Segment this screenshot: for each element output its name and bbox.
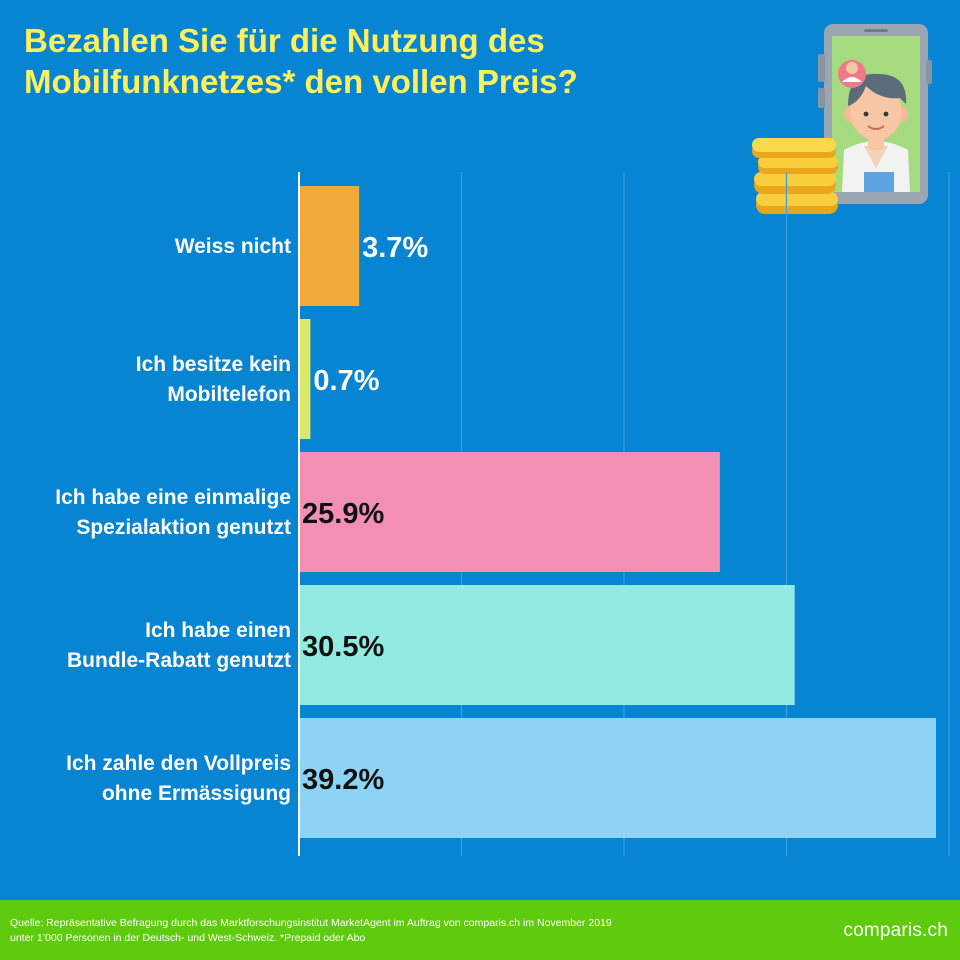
category-label-4-line-1: Ich habe einen [145,619,291,642]
category-label-2-line-2: Mobiltelefon [167,383,291,406]
source-line-1: Quelle: Repräsentative Befragung durch d… [10,917,612,929]
value-label-5: 39.2% [302,764,384,796]
bar-3 [299,452,720,572]
brand-logo[interactable]: comparis.ch [843,920,948,941]
source-line-2: unter 1’000 Personen in der Deutsch- und… [10,932,366,944]
bar-5 [299,718,936,838]
bar-4 [299,585,795,705]
value-label-4: 30.5% [302,631,384,663]
chart-title-line-1: Bezahlen Sie für die Nutzung des [24,22,545,59]
value-label-3: 25.9% [302,498,384,530]
chart-title: Bezahlen Sie für die Nutzung des Mobilfu… [24,20,784,102]
category-label-4-line-2: Bundle-Rabatt genutzt [67,649,291,672]
value-label-2: 0.7% [313,365,379,397]
footer: Quelle: Repräsentative Befragung durch d… [0,900,960,960]
bar-2 [299,319,311,439]
category-label-1-line-1: Weiss nicht [175,235,291,258]
chart-title-line-2: Mobilfunknetzes* den vollen Preis? [24,63,578,100]
category-label-3-line-1: Ich habe eine einmalige [55,486,291,509]
value-label-1: 3.7% [362,232,428,264]
bar-1 [299,186,360,306]
source-note: Quelle: Repräsentative Befragung durch d… [10,916,770,946]
category-label-5-line-1: Ich zahle den Vollpreis [66,752,291,775]
smartphone-coins-illustration [752,24,932,214]
category-label-5-line-2: ohne Ermässigung [102,782,291,805]
category-label-3-line-2: Spezialaktion genutzt [76,516,291,539]
category-label-2-line-1: Ich besitze kein [136,353,291,376]
bar-chart: 3.7% Weiss nicht 0.7% Ich besitze kein Mobil… [55,172,950,856]
